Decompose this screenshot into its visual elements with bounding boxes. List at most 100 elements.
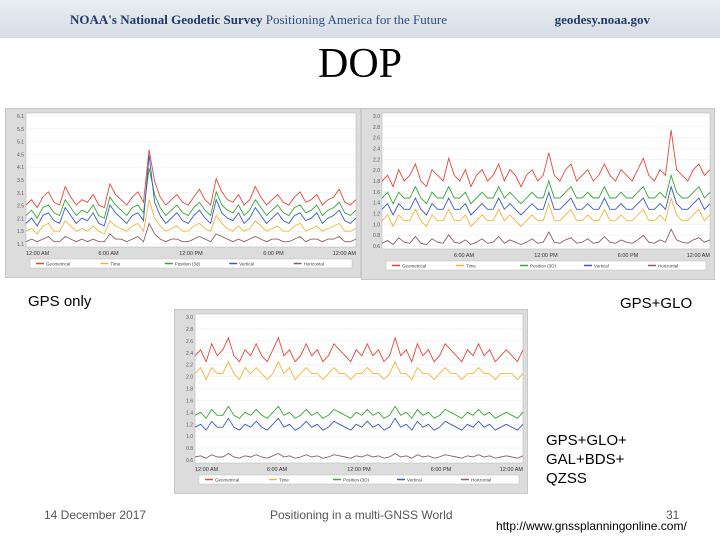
y-tick-label: 2.8	[373, 125, 380, 131]
y-tick-label: 0.6	[373, 244, 380, 250]
y-tick-label: 2.8	[186, 327, 193, 333]
chart-svg: 3.02.82.62.42.22.01.81.61.41.21.00.80.61…	[186, 313, 524, 485]
label-multi-line1: GPS+GLO+	[546, 432, 627, 449]
series-line-geometrical	[25, 149, 357, 209]
series-line-position-3d-	[194, 405, 524, 420]
footer-page-number: 31	[666, 508, 680, 522]
label-multi-line3: QZSS	[546, 470, 587, 487]
y-tick-label: 6.1	[17, 114, 24, 120]
label-multi-gnss: GPS+GLO+ GAL+BDS+ QZSS	[546, 431, 627, 488]
legend-entry: Geometrical	[46, 262, 70, 267]
y-tick-label: 4.1	[17, 165, 24, 171]
y-tick-label: 4.5	[17, 152, 24, 158]
series-line-vertical	[194, 417, 524, 431]
legend-box	[385, 260, 707, 271]
legend-box	[29, 258, 353, 269]
series-line-time	[381, 196, 711, 228]
chart-multi-gnss: 3.0 2.8 2.6 2.4 2.2 2.0 1.8 1.6 1.4 1.2 1.0 0.8 0.6 1…	[174, 309, 528, 494]
legend-entry: Time	[466, 264, 476, 269]
x-tick-label: 12:00 AM	[500, 467, 524, 473]
y-tick-label: 2.6	[186, 339, 193, 345]
y-tick-label: 0.6	[186, 458, 193, 464]
legend-entry: Horizontal	[304, 262, 324, 267]
x-tick-label: 12:00 AM	[195, 467, 219, 473]
y-tick-label: 2.0	[373, 168, 380, 174]
series-line-geometrical	[194, 336, 524, 363]
legend-entry: Vertical	[594, 264, 609, 269]
y-tick-label: 2.4	[373, 147, 380, 153]
y-tick-label: 1.0	[373, 222, 380, 228]
chart-gps-only: 6.1 5.5 5.1 4.5 4.1 3.5 3.1 2.5 2.1 1.5 1.1 12:00 A…	[5, 108, 361, 278]
legend-entry: Position (3D)	[530, 264, 557, 269]
series-line-vertical	[25, 154, 357, 227]
y-tick-label: 1.2	[186, 422, 193, 428]
x-tick-label: 12:00 PM	[534, 253, 558, 259]
y-tick-label: 1.0	[186, 434, 193, 440]
y-tick-label: 1.1	[17, 242, 24, 248]
y-tick-label: 1.4	[186, 410, 193, 416]
y-tick-label: 2.2	[373, 157, 380, 163]
x-tick-label: 12:00 PM	[347, 467, 371, 473]
y-tick-label: 1.2	[373, 212, 380, 218]
header-logo: NOAA's National Geodetic Survey Position…	[70, 12, 447, 28]
x-tick-label: 6:00 PM	[263, 251, 284, 257]
header-site: geodesy.noaa.gov	[554, 12, 650, 27]
series-line-vertical	[381, 185, 711, 217]
y-tick-label: 1.6	[373, 190, 380, 196]
chart-svg: 3.0 2.8 2.6 2.4 2.2 2.0 1.8 1.6 1.4 1.2 1.0 0.8 0.6 6…	[373, 112, 711, 271]
legend-entry: Geometrical	[215, 478, 239, 483]
x-tick-label: 12:00 PM	[179, 251, 203, 257]
legend-entry: Position (3D)	[343, 478, 370, 483]
y-tick-label: 2.4	[186, 351, 193, 357]
legend-entry: Vertical	[239, 262, 254, 267]
x-tick-label: 6:00 PM	[431, 467, 452, 473]
org-name: NOAA's National Geodetic Survey	[70, 12, 263, 27]
series-line-horizontal	[381, 228, 711, 246]
footer-subject: Positioning in a multi-GNSS World	[270, 508, 453, 522]
x-tick-label: 6:00 AM	[98, 251, 119, 257]
y-tick-label: 0.8	[373, 233, 380, 239]
legend-entry: Horizontal	[658, 264, 678, 269]
x-tick-label: 12:00 AM	[26, 251, 50, 257]
label-gps-only: GPS only	[28, 293, 92, 310]
y-tick-label: 5.1	[17, 140, 24, 146]
legend-entry: Time	[110, 262, 120, 267]
x-tick-label: 12:00 AM	[687, 253, 711, 259]
y-tick-label: 5.5	[17, 127, 24, 133]
x-tick-label: 12:00 AM	[333, 251, 357, 257]
y-tick-label: 3.0	[373, 114, 380, 120]
y-tick-label: 2.2	[186, 363, 193, 369]
y-tick-label: 3.5	[17, 178, 24, 184]
legend-entry: Geometrical	[402, 264, 426, 269]
y-tick-label: 1.5	[17, 229, 24, 235]
y-tick-label: 2.1	[17, 216, 24, 222]
legend-box	[198, 474, 520, 485]
series-line-horizontal	[25, 222, 357, 243]
x-tick-label: 6:00 AM	[267, 467, 288, 473]
y-tick-label: 2.6	[373, 136, 380, 142]
y-tick-label: 0.8	[186, 446, 193, 452]
chart-gps-glo: 3.0 2.8 2.6 2.4 2.2 2.0 1.8 1.6 1.4 1.2 1.0 0.8 0.6 6…	[361, 108, 715, 280]
series-line-horizontal	[194, 452, 524, 459]
legend-entry: Vertical	[407, 478, 422, 483]
slide-title: DOP	[317, 41, 403, 87]
footer-date: 14 December 2017	[44, 508, 147, 522]
x-tick-label: 6:00 AM	[454, 253, 475, 259]
org-tagline: Positioning America for the Future	[265, 12, 447, 27]
y-tick-label: 3.1	[17, 191, 24, 197]
y-tick-label: 2.0	[186, 375, 193, 381]
series-line-geometrical	[381, 129, 711, 188]
y-tick-label: 1.6	[186, 398, 193, 404]
series-line-time	[25, 199, 357, 235]
y-tick-label: 1.4	[373, 201, 380, 207]
y-tick-label: 1.8	[373, 179, 380, 185]
label-gps-glo: GPS+GLO	[620, 295, 693, 312]
legend-entry: Time	[279, 478, 289, 483]
legend-entry: Horizontal	[471, 478, 491, 483]
footer-url[interactable]: http://www.gnssplanningonline.com/	[496, 519, 687, 533]
series-line-time	[194, 360, 524, 381]
series-line-position-3d-	[381, 173, 711, 205]
header-banner: NOAA's National Geodetic Survey Position…	[0, 0, 720, 38]
y-tick-label: 2.5	[17, 204, 24, 210]
chart-svg: 6.15.55.14.54.13.53.12.52.11.51.112:00 A…	[17, 112, 357, 269]
